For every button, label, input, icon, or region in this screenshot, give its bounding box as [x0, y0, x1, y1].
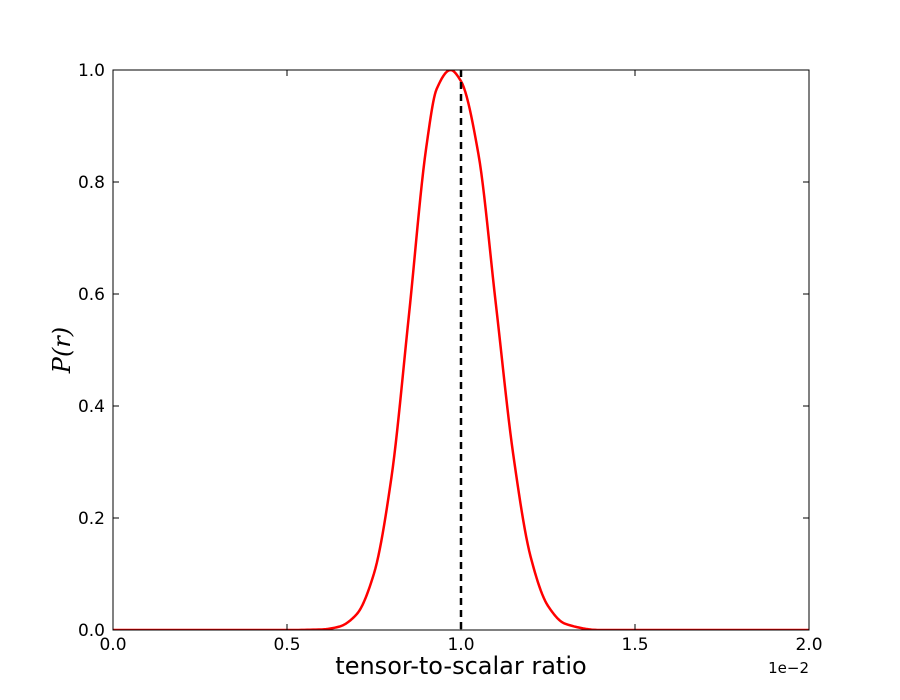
x-tick-label: 0.5	[273, 635, 300, 655]
y-tick-label: 1.0	[78, 61, 105, 81]
x-tick-label: 1.5	[621, 635, 648, 655]
x-axis-offset-label: 1e−2	[768, 659, 809, 677]
y-tick-label: 0.4	[78, 397, 105, 417]
y-tick-label: 0.8	[78, 173, 105, 193]
y-axis-label: P(r)	[48, 327, 76, 374]
plot-area	[113, 70, 809, 630]
series-line-0	[113, 70, 809, 630]
x-axis-label: tensor-to-scalar ratio	[335, 652, 586, 680]
x-tick-label: 1.0	[447, 635, 474, 655]
y-tick-label: 0.0	[78, 621, 105, 641]
x-tick-label: 0.0	[99, 635, 126, 655]
y-tick-label: 0.2	[78, 509, 105, 529]
y-tick-label: 0.6	[78, 285, 105, 305]
x-tick-label: 2.0	[795, 635, 822, 655]
axes: 0.0 0.5 1.0 1.5 2.0 0.0 0.2 0.4 0.6 0.8 1.0	[78, 61, 823, 655]
